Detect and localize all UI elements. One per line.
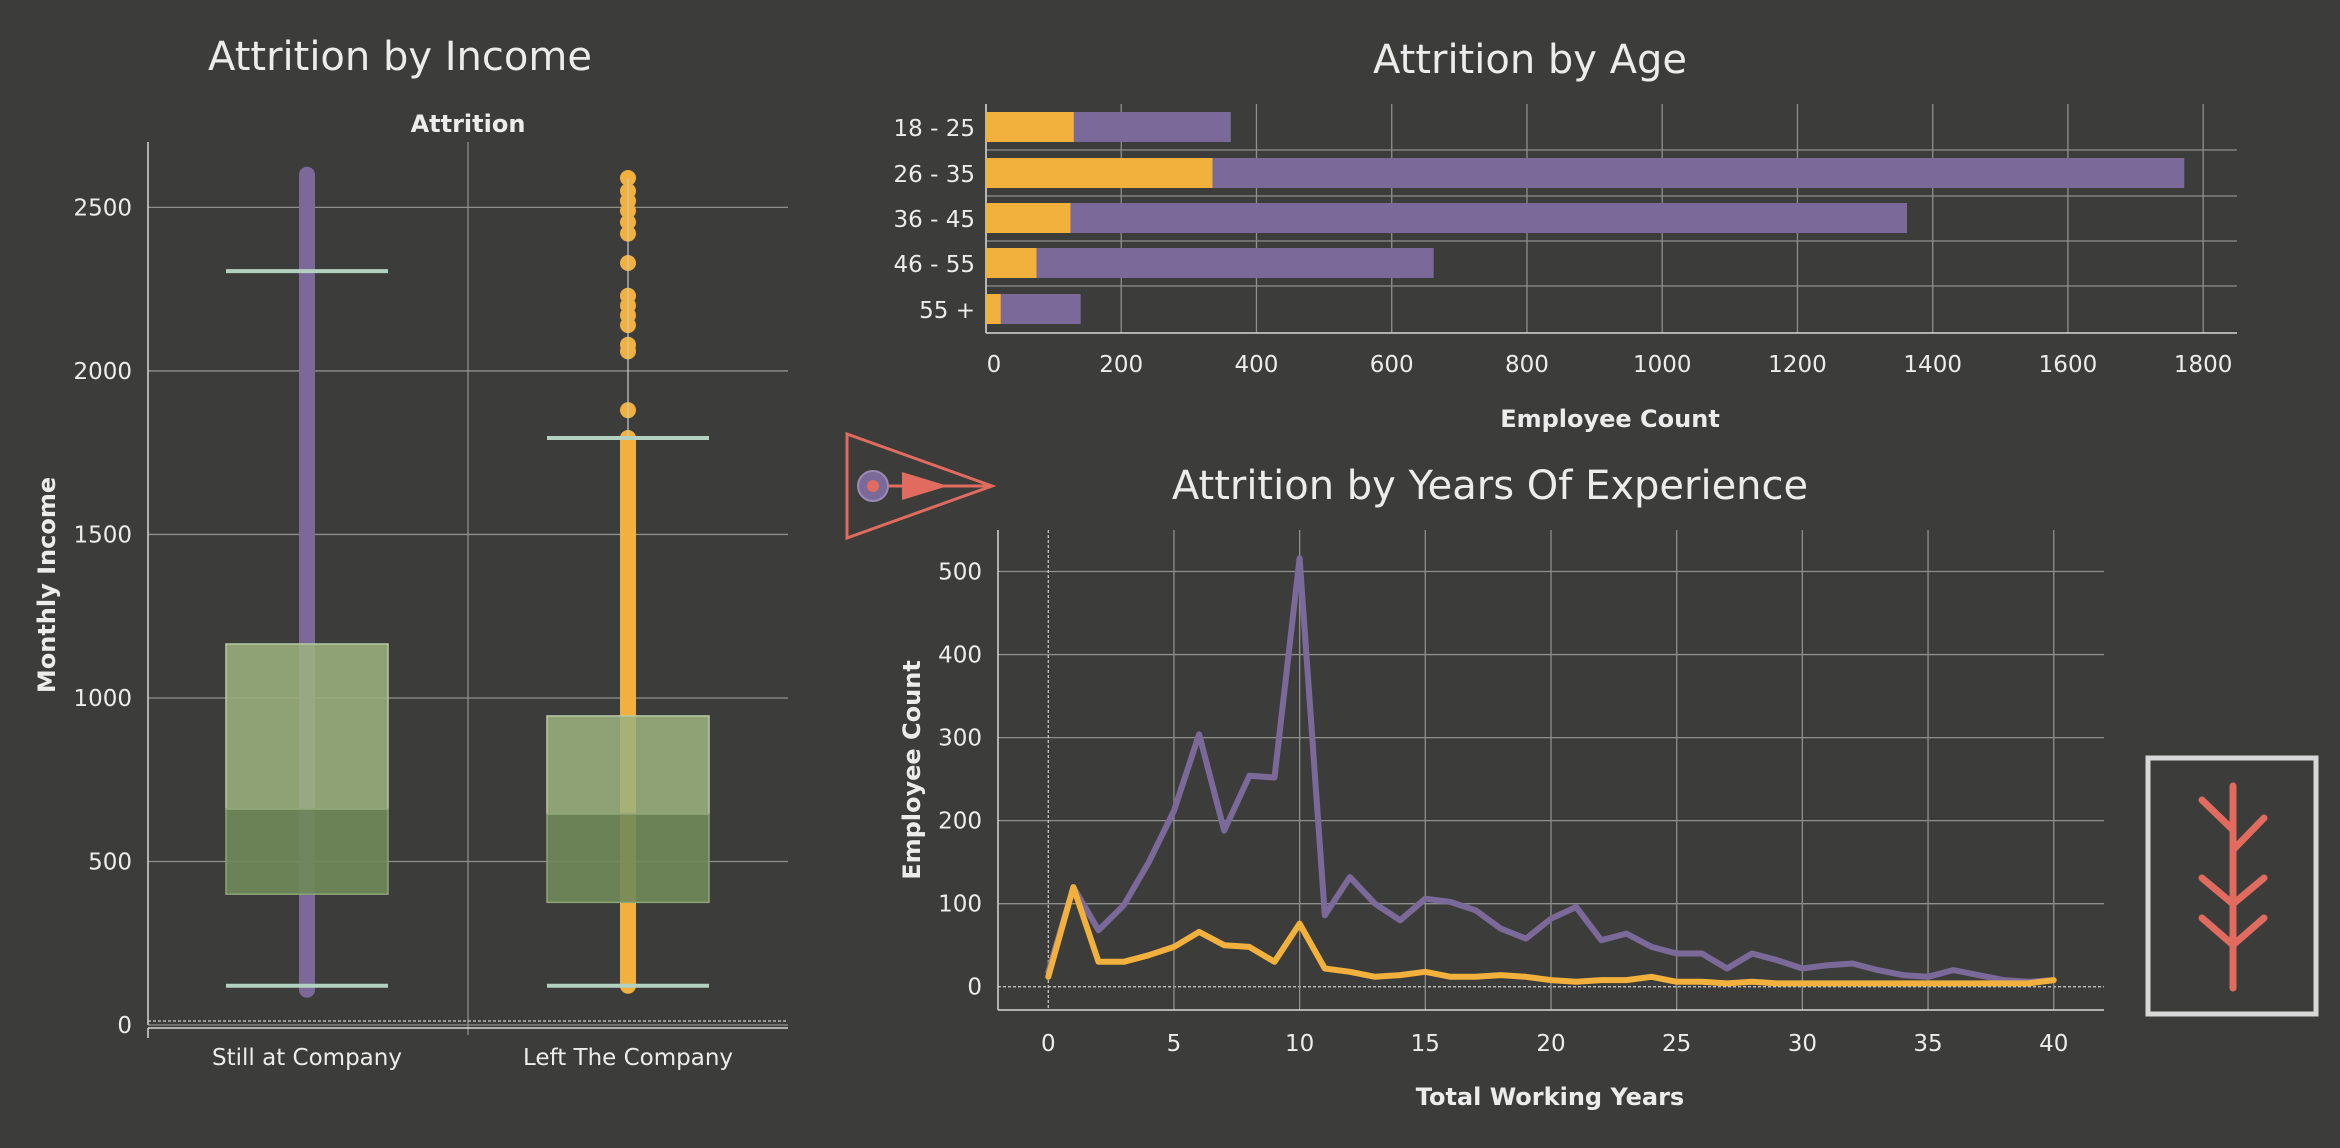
age-x-tick: 600 xyxy=(1370,352,1414,378)
experience-y-tick: 500 xyxy=(938,560,982,586)
experience-x-tick: 40 xyxy=(2039,1031,2068,1057)
income-y-axis-label: Monthly Income xyxy=(33,477,61,693)
age-x-axis-label: Employee Count xyxy=(1500,405,1720,433)
age-bar-still xyxy=(1070,203,1908,233)
experience-x-tick: 5 xyxy=(1167,1031,1182,1057)
experience-x-tick: 30 xyxy=(1788,1031,1817,1057)
age-bar-left xyxy=(986,112,1074,142)
experience-y-tick: 300 xyxy=(938,726,982,752)
age-x-tick: 1400 xyxy=(1903,352,1962,378)
experience-x-tick: 15 xyxy=(1411,1031,1440,1057)
experience-x-tick: 20 xyxy=(1536,1031,1565,1057)
age-x-tick: 1000 xyxy=(1633,352,1692,378)
age-x-tick: 1800 xyxy=(2174,352,2233,378)
experience-y-axis-label: Employee Count xyxy=(898,660,926,880)
age-bar-left xyxy=(986,158,1213,188)
age-bar-still xyxy=(1212,158,2185,188)
age-category-label: 36 - 45 xyxy=(894,207,975,233)
age-x-tick: 800 xyxy=(1505,352,1549,378)
experience-line-left xyxy=(1045,884,2057,987)
income-y-tick: 2500 xyxy=(73,195,132,221)
experience-y-tick: 0 xyxy=(967,975,982,1001)
experience-x-tick: 10 xyxy=(1285,1031,1314,1057)
age-category-label: 26 - 35 xyxy=(894,162,975,188)
income-category-label: Left The Company xyxy=(523,1045,733,1071)
age-x-tick: 0 xyxy=(987,352,1002,378)
income-y-tick: 0 xyxy=(117,1013,132,1039)
age-x-tick: 400 xyxy=(1235,352,1279,378)
experience-y-tick: 100 xyxy=(938,892,982,918)
experience-y-tick: 400 xyxy=(938,643,982,669)
income-y-tick: 1000 xyxy=(73,686,132,712)
age-bar-still xyxy=(1000,294,1081,324)
experience-x-tick: 25 xyxy=(1662,1031,1691,1057)
triangle-arrow-icon[interactable] xyxy=(845,431,997,541)
box-lower-quartile xyxy=(546,813,710,904)
income-y-tick: 1500 xyxy=(73,522,132,548)
age-bar-left xyxy=(986,248,1037,278)
age-x-tick: 1200 xyxy=(1768,352,1827,378)
age-category-label: 46 - 55 xyxy=(894,252,975,278)
experience-line-still xyxy=(1045,555,2057,985)
experience-x-tick: 0 xyxy=(1041,1031,1056,1057)
age-x-tick: 200 xyxy=(1099,352,1143,378)
attrition-header: Attrition xyxy=(411,110,526,138)
age-x-tick: 1600 xyxy=(2039,352,2098,378)
experience-y-tick: 200 xyxy=(938,809,982,835)
experience-x-tick: 35 xyxy=(1913,1031,1942,1057)
box-upper-quartile xyxy=(225,643,389,810)
income-chart-title: Attrition by Income xyxy=(208,34,592,80)
age-bar-chart: Attrition by Age Employee Count 0 200 400 6… xyxy=(894,37,2237,433)
box-lower-quartile xyxy=(225,808,389,895)
experience-line-chart: Attrition by Years Of Experience Total W… xyxy=(898,463,2104,1111)
age-bar-still xyxy=(1073,112,1231,142)
branch-tree-icon xyxy=(2145,755,2319,1017)
age-chart-title: Attrition by Age xyxy=(1373,37,1687,83)
age-bar-left xyxy=(986,294,1001,324)
age-category-label: 18 - 25 xyxy=(894,116,975,142)
income-y-tick: 500 xyxy=(88,849,132,875)
age-category-label: 55 + xyxy=(919,298,975,324)
age-bar-still xyxy=(1036,248,1434,278)
income-y-tick: 2000 xyxy=(73,359,132,385)
experience-chart-title: Attrition by Years Of Experience xyxy=(1172,463,1808,509)
age-bar-left xyxy=(986,203,1071,233)
income-category-label: Still at Company xyxy=(212,1045,402,1071)
income-box-plot: Attrition by Income Attrition Monthly In… xyxy=(33,34,788,1071)
experience-x-axis-label: Total Working Years xyxy=(1416,1083,1684,1111)
box-upper-quartile xyxy=(546,715,710,815)
